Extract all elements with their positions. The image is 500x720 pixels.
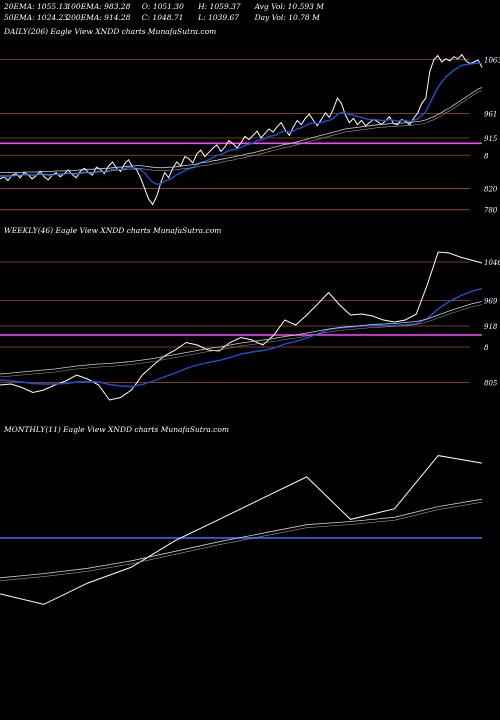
ema_slow-line xyxy=(0,87,483,173)
price-line xyxy=(0,251,483,401)
open-readout: O: 1051.30 xyxy=(141,2,184,11)
level-label: 820 xyxy=(484,185,498,193)
header-row-1: 20EMA: 1055.13 100EMA: 983.28 O: 1051.30… xyxy=(4,2,324,11)
level-label: 1063 xyxy=(484,56,500,64)
price-line xyxy=(0,53,483,206)
level-label: 780 xyxy=(484,207,498,215)
ema-slow-shadow-line xyxy=(0,304,483,378)
level-label: 961 xyxy=(484,111,497,119)
weekly-panel-label: WEEKLY(46) Eagle View XNDD charts Munafa… xyxy=(4,226,222,235)
ema_fast-line xyxy=(0,287,483,388)
level-label: 969 xyxy=(484,298,498,306)
avg-vol-readout: Avg Vol: 10.593 M xyxy=(254,2,324,11)
level-label: 918 xyxy=(484,323,498,331)
level-label: 1046 xyxy=(484,259,500,267)
high-readout: H: 1059.37 xyxy=(198,2,241,11)
level-label: 8 xyxy=(484,152,489,160)
ema-slow-shadow-line xyxy=(0,90,483,176)
level-label: 915 xyxy=(484,135,498,143)
low-readout: L: 1039.67 xyxy=(198,13,240,22)
ema_slow-line xyxy=(0,498,483,579)
level-label: 805 xyxy=(484,380,498,388)
ema200-readout: 200EMA: 914.28 xyxy=(66,13,131,22)
daily-panel-label: DAILY(206) Eagle View XNDD charts Munafa… xyxy=(4,27,217,36)
ema100-readout: 100EMA: 983.28 xyxy=(66,2,131,11)
level-label: 8 xyxy=(484,344,489,352)
close-readout: C: 1048.71 xyxy=(141,13,184,22)
ema50-readout: 50EMA: 1024.23 xyxy=(4,13,69,22)
ema-slow-shadow-line xyxy=(0,501,483,582)
ema_slow-line xyxy=(0,301,483,375)
day-vol-readout: Day Vol: 10.78 M xyxy=(254,13,320,22)
ema_fast-line xyxy=(0,62,483,185)
ema20-readout: 20EMA: 1055.13 xyxy=(4,2,69,11)
header-row-2: 50EMA: 1024.23 200EMA: 914.28 C: 1048.71… xyxy=(4,13,320,22)
price-line xyxy=(0,455,483,605)
monthly-panel-label: MONTHLY(11) Eagle View XNDD charts Munaf… xyxy=(4,425,230,434)
